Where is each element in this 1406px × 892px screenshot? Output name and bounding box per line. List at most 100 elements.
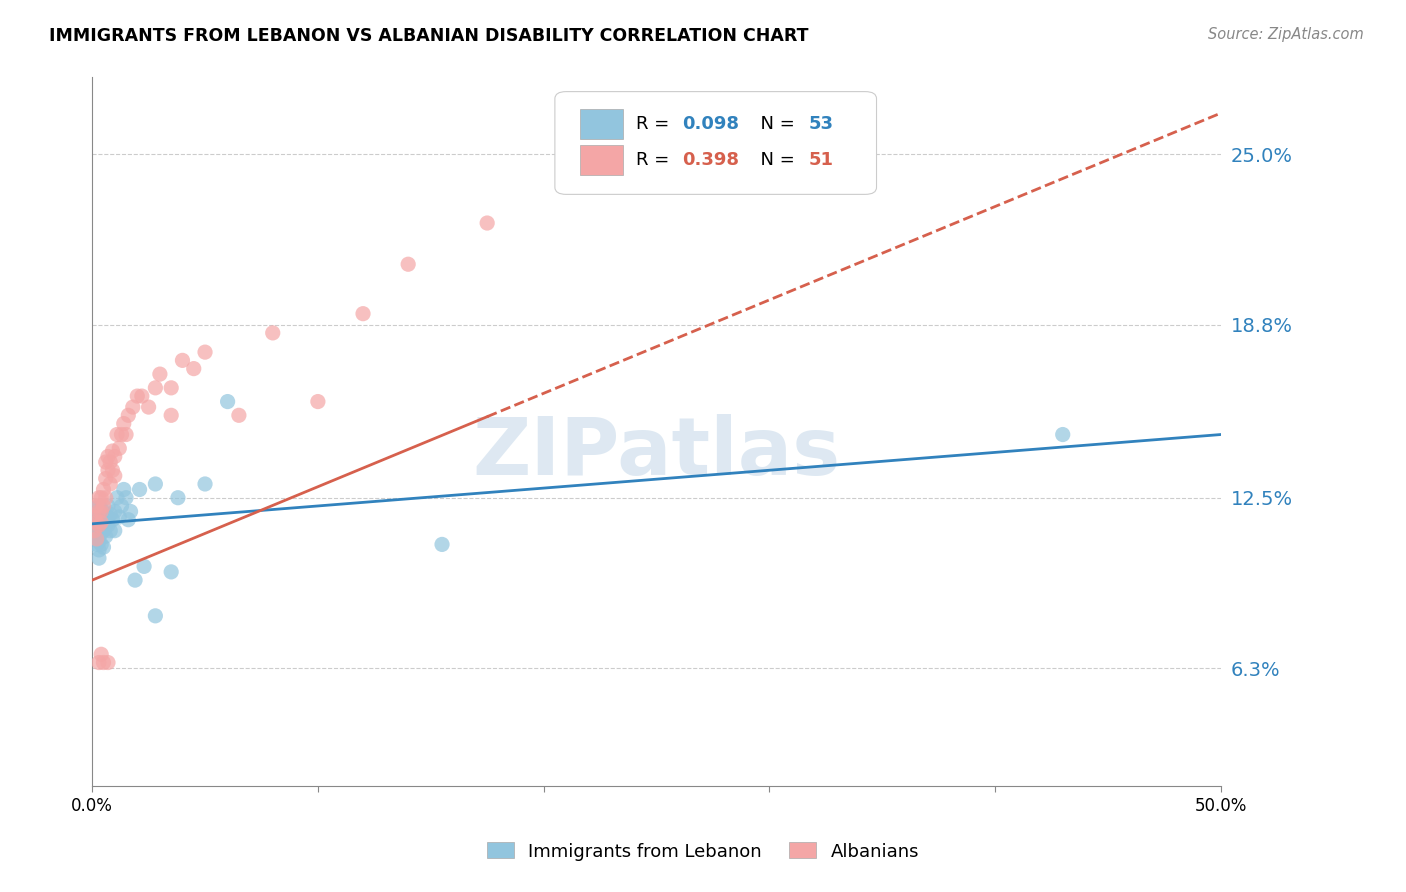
Point	[160, 381, 183, 395]
Point	[430, 537, 453, 551]
Point	[101, 513, 124, 527]
Point	[167, 491, 190, 505]
Point	[105, 427, 128, 442]
Point	[90, 491, 112, 505]
Point	[90, 510, 112, 524]
Point	[86, 516, 108, 530]
Point	[145, 477, 167, 491]
Point	[160, 409, 183, 423]
Point	[83, 510, 105, 524]
Point	[90, 648, 112, 662]
Point	[262, 326, 284, 340]
Point	[121, 400, 143, 414]
Point	[90, 501, 112, 516]
Point	[83, 501, 105, 516]
Point	[117, 409, 139, 423]
Point	[87, 510, 110, 524]
Point	[86, 524, 108, 538]
Point	[93, 483, 115, 497]
Point	[115, 491, 138, 505]
Point	[94, 471, 117, 485]
Point	[194, 477, 217, 491]
Point	[94, 518, 117, 533]
Point	[112, 483, 135, 497]
Point	[120, 504, 142, 518]
Point	[87, 491, 110, 505]
Text: 0.398: 0.398	[682, 151, 740, 169]
Point	[105, 491, 128, 505]
Point	[94, 491, 117, 505]
Point	[83, 526, 105, 541]
Text: N =: N =	[749, 151, 800, 169]
Legend: Immigrants from Lebanon, Albanians: Immigrants from Lebanon, Albanians	[478, 833, 928, 870]
Text: IMMIGRANTS FROM LEBANON VS ALBANIAN DISABILITY CORRELATION CHART: IMMIGRANTS FROM LEBANON VS ALBANIAN DISA…	[49, 27, 808, 45]
Point	[117, 513, 139, 527]
Point	[396, 257, 419, 271]
Point	[93, 656, 115, 670]
Text: 53: 53	[808, 115, 834, 133]
Point	[352, 307, 374, 321]
Point	[90, 504, 112, 518]
Point	[86, 516, 108, 530]
Point	[108, 442, 131, 456]
Point	[127, 389, 149, 403]
Point	[94, 455, 117, 469]
Point	[98, 455, 121, 469]
Point	[87, 518, 110, 533]
Point	[87, 542, 110, 557]
Point	[93, 524, 115, 538]
Point	[86, 499, 108, 513]
FancyBboxPatch shape	[579, 145, 623, 175]
Point	[115, 427, 138, 442]
Point	[93, 507, 115, 521]
Point	[87, 518, 110, 533]
Point	[110, 427, 132, 442]
Point	[93, 499, 115, 513]
Point	[86, 537, 108, 551]
Point	[97, 518, 120, 533]
Point	[128, 483, 150, 497]
Point	[90, 521, 112, 535]
Text: 51: 51	[808, 151, 834, 169]
Text: Source: ZipAtlas.com: Source: ZipAtlas.com	[1208, 27, 1364, 42]
Text: R =: R =	[636, 115, 675, 133]
Point	[97, 510, 120, 524]
Point	[98, 524, 121, 538]
Point	[90, 516, 112, 530]
Point	[110, 499, 132, 513]
Point	[172, 353, 194, 368]
Point	[98, 507, 121, 521]
Point	[145, 381, 167, 395]
Point	[228, 409, 250, 423]
Point	[145, 608, 167, 623]
Point	[217, 394, 239, 409]
Point	[124, 573, 146, 587]
Point	[83, 524, 105, 538]
Point	[101, 463, 124, 477]
Point	[83, 510, 105, 524]
Text: ZIPatlas: ZIPatlas	[472, 414, 841, 492]
Point	[87, 534, 110, 549]
Point	[86, 532, 108, 546]
Point	[160, 565, 183, 579]
Point	[87, 656, 110, 670]
Point	[97, 499, 120, 513]
Point	[132, 559, 155, 574]
Point	[90, 537, 112, 551]
Point	[97, 450, 120, 464]
Point	[83, 518, 105, 533]
Point	[112, 417, 135, 431]
Text: N =: N =	[749, 115, 800, 133]
Point	[87, 504, 110, 518]
Point	[307, 394, 329, 409]
Point	[87, 499, 110, 513]
Point	[104, 504, 127, 518]
Point	[138, 400, 160, 414]
Point	[90, 526, 112, 541]
FancyBboxPatch shape	[579, 110, 623, 139]
FancyBboxPatch shape	[555, 92, 876, 194]
Point	[131, 389, 153, 403]
Point	[104, 450, 127, 464]
Point	[194, 345, 217, 359]
Text: R =: R =	[636, 151, 675, 169]
